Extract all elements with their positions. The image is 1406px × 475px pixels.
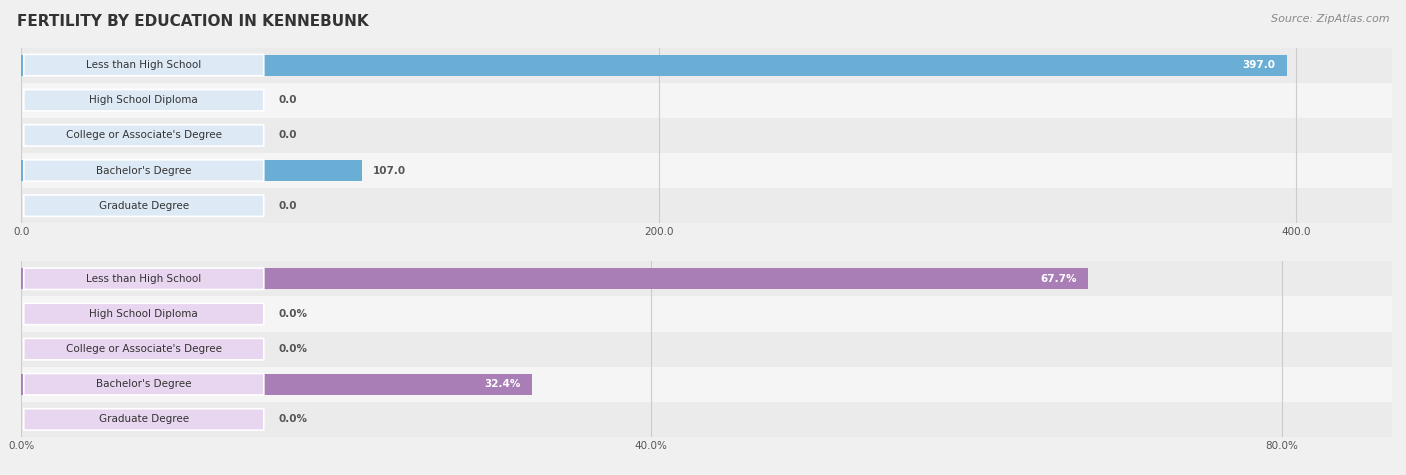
Text: High School Diploma: High School Diploma: [90, 309, 198, 319]
FancyBboxPatch shape: [24, 303, 264, 325]
FancyBboxPatch shape: [24, 54, 264, 76]
Text: Source: ZipAtlas.com: Source: ZipAtlas.com: [1271, 14, 1389, 24]
Bar: [21, 296, 1392, 332]
Bar: [21, 83, 1392, 118]
Bar: [21, 48, 1392, 83]
Bar: [21, 188, 1392, 223]
Text: FERTILITY BY EDUCATION IN KENNEBUNK: FERTILITY BY EDUCATION IN KENNEBUNK: [17, 14, 368, 29]
FancyBboxPatch shape: [24, 160, 264, 181]
Bar: [21, 118, 1392, 153]
Bar: [21, 55, 1286, 76]
Bar: [21, 402, 1392, 437]
Text: Graduate Degree: Graduate Degree: [98, 200, 188, 211]
Text: 67.7%: 67.7%: [1040, 274, 1077, 284]
Text: 0.0%: 0.0%: [278, 344, 308, 354]
Bar: [21, 367, 1392, 402]
FancyBboxPatch shape: [24, 268, 264, 290]
Text: Bachelor's Degree: Bachelor's Degree: [96, 379, 191, 389]
Text: Less than High School: Less than High School: [86, 274, 201, 284]
Bar: [21, 374, 531, 395]
Text: 32.4%: 32.4%: [484, 379, 520, 389]
FancyBboxPatch shape: [24, 338, 264, 360]
FancyBboxPatch shape: [24, 89, 264, 111]
Bar: [21, 160, 363, 181]
Text: College or Associate's Degree: College or Associate's Degree: [66, 130, 222, 141]
Bar: [21, 153, 1392, 188]
Text: 0.0%: 0.0%: [278, 309, 308, 319]
Text: 107.0: 107.0: [373, 165, 406, 176]
Text: Bachelor's Degree: Bachelor's Degree: [96, 165, 191, 176]
Bar: [21, 332, 1392, 367]
Text: High School Diploma: High School Diploma: [90, 95, 198, 105]
FancyBboxPatch shape: [24, 373, 264, 395]
Text: Less than High School: Less than High School: [86, 60, 201, 70]
Text: 0.0: 0.0: [278, 95, 297, 105]
Text: 0.0%: 0.0%: [278, 414, 308, 425]
Text: 397.0: 397.0: [1243, 60, 1275, 70]
Text: 0.0: 0.0: [278, 200, 297, 211]
Text: College or Associate's Degree: College or Associate's Degree: [66, 344, 222, 354]
Text: 0.0: 0.0: [278, 130, 297, 141]
Bar: [21, 268, 1088, 289]
Text: Graduate Degree: Graduate Degree: [98, 414, 188, 425]
FancyBboxPatch shape: [24, 408, 264, 430]
FancyBboxPatch shape: [24, 195, 264, 217]
FancyBboxPatch shape: [24, 124, 264, 146]
Bar: [21, 261, 1392, 296]
